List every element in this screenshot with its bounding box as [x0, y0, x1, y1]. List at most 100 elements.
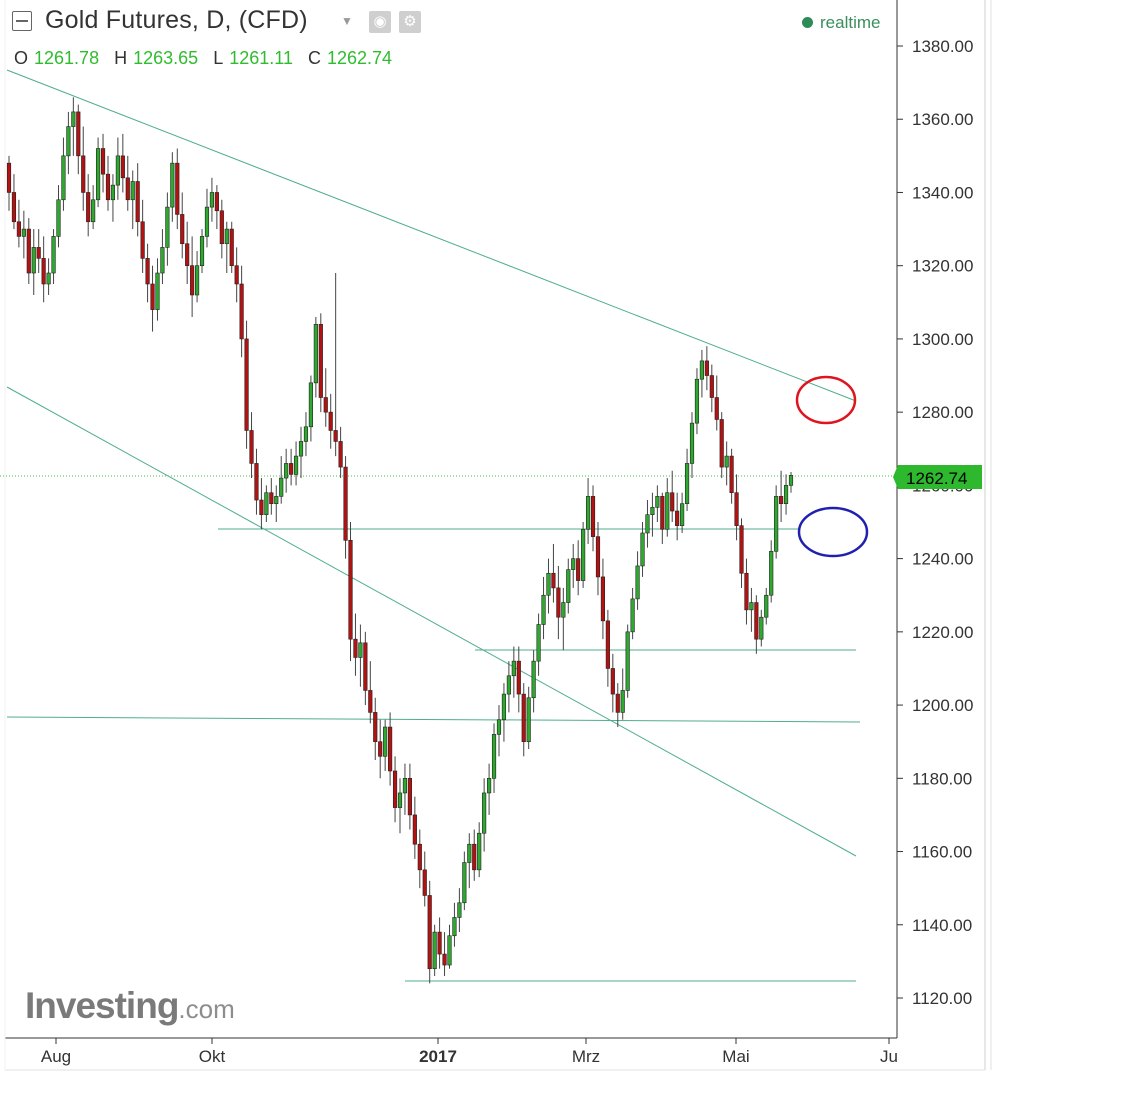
candle-body	[185, 243, 190, 266]
candle	[66, 111, 71, 175]
candle-body	[739, 525, 744, 574]
candle	[11, 174, 17, 230]
ohlc-value-close: 1262.74	[326, 48, 393, 68]
candle-body	[477, 832, 482, 871]
candle	[610, 653, 615, 713]
candle-body	[388, 726, 393, 772]
candle-body	[457, 902, 462, 918]
chart-title: Gold Futures, D, (CFD)	[45, 6, 308, 34]
candle	[694, 368, 700, 435]
candle	[145, 243, 150, 303]
eye-icon[interactable]: ◉	[369, 11, 391, 33]
candle-body	[343, 466, 348, 541]
candle	[764, 587, 769, 625]
candle-body	[378, 741, 383, 757]
chart-borders	[4, 0, 992, 1071]
candle	[100, 133, 106, 193]
candle	[338, 426, 343, 479]
candle-body	[546, 572, 551, 596]
y-tick-label: 1300.00	[912, 330, 973, 349]
candle	[392, 756, 398, 823]
candle-body	[536, 624, 541, 662]
ohlc-value-high: 1263.65	[133, 48, 199, 68]
candle	[170, 152, 175, 222]
candle-body	[467, 843, 472, 863]
candle	[600, 558, 606, 640]
candle-body	[244, 338, 249, 431]
candle	[437, 917, 442, 969]
candle	[709, 364, 714, 413]
candle-body	[61, 155, 66, 201]
candle-body	[56, 199, 61, 237]
candle	[76, 104, 81, 175]
candle	[259, 478, 264, 530]
candle-body	[224, 228, 229, 245]
candle-body	[689, 422, 695, 464]
candle	[670, 470, 675, 522]
candle-body	[6, 162, 12, 193]
candle-body	[521, 693, 526, 742]
candle	[526, 686, 531, 750]
candle	[590, 485, 596, 552]
candle	[303, 412, 309, 457]
candle-body	[670, 492, 675, 512]
candle-body	[229, 228, 234, 266]
candle-body	[551, 572, 556, 589]
candle-body	[462, 862, 467, 904]
candle	[452, 902, 457, 947]
candle	[675, 492, 680, 541]
candle	[269, 478, 274, 515]
candle	[125, 155, 130, 211]
candle-body	[31, 247, 36, 274]
candle-body	[289, 463, 294, 475]
candle-body	[487, 778, 492, 794]
candle-body	[675, 510, 680, 526]
candle-body	[36, 247, 41, 259]
candle-body	[190, 265, 195, 296]
candle-body	[754, 602, 759, 640]
candle-body	[16, 221, 21, 237]
candle	[318, 313, 323, 413]
candle-body	[41, 258, 46, 285]
candle-body	[239, 283, 244, 340]
candle-body	[333, 430, 338, 442]
candle-body	[645, 514, 650, 534]
candle	[224, 221, 229, 274]
candle-body	[86, 192, 91, 223]
x-tick-label: Mai	[722, 1047, 749, 1066]
candle	[581, 522, 586, 588]
candle	[21, 210, 26, 259]
candle	[650, 492, 655, 537]
candle	[749, 587, 754, 632]
candle-body	[66, 126, 71, 157]
candle-body	[665, 492, 670, 530]
candle-body	[303, 426, 309, 442]
candle-body	[130, 181, 135, 201]
candle	[81, 126, 86, 211]
candle-body	[170, 162, 175, 208]
candle-body	[338, 441, 343, 468]
current-price-tag: 1262.74	[893, 465, 982, 489]
candle	[521, 683, 526, 757]
y-tick-label: 1200.00	[912, 696, 973, 715]
candle-body	[729, 455, 734, 494]
candle-body	[576, 558, 581, 581]
gear-icon[interactable]: ⚙	[399, 11, 421, 33]
ohlc-value-open: 1261.78	[34, 48, 100, 68]
candle-body	[724, 455, 729, 468]
candle	[279, 456, 284, 504]
collapse-icon[interactable]	[12, 11, 32, 31]
candle-body	[353, 638, 358, 658]
candle	[531, 650, 536, 713]
candle	[373, 697, 378, 760]
chevron-down-icon[interactable]: ▼	[341, 14, 353, 28]
candle-body	[140, 221, 145, 259]
candle	[41, 236, 46, 303]
candle-body	[788, 475, 794, 486]
candle-body	[714, 397, 719, 420]
candle-body	[779, 496, 784, 504]
candle	[684, 448, 690, 512]
candle-body	[749, 602, 754, 611]
candle-body	[392, 770, 398, 808]
